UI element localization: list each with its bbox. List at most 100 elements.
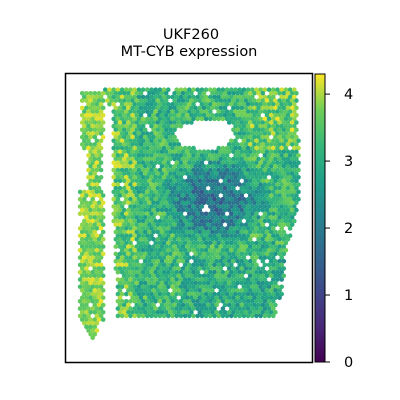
expression-spot <box>132 255 137 260</box>
expression-spot <box>283 211 289 217</box>
expression-spot <box>155 222 161 227</box>
expression-spot <box>155 193 161 198</box>
expression-spot <box>258 196 264 202</box>
expression-spot <box>147 193 152 198</box>
expression-spot <box>180 171 186 176</box>
expression-spot <box>193 222 198 227</box>
expression-spot <box>231 251 236 257</box>
expression-spot <box>212 94 217 100</box>
expression-spot <box>163 288 169 293</box>
expression-spot <box>254 299 259 304</box>
expression-spot <box>124 87 129 92</box>
expression-spot <box>178 87 184 92</box>
expression-spot <box>180 149 186 154</box>
expression-spot <box>128 175 133 180</box>
expression-spot <box>90 248 95 253</box>
expression-spot <box>111 160 116 165</box>
expression-spot <box>262 182 268 187</box>
expression-spot <box>241 248 247 253</box>
expression-spot <box>189 280 194 286</box>
expression-spot <box>220 233 226 238</box>
expression-spot <box>260 142 266 147</box>
expression-spot <box>88 244 93 249</box>
expression-spot <box>161 131 167 136</box>
expression-spot <box>214 266 219 271</box>
expression-spot <box>84 258 89 264</box>
expression-spot <box>258 109 264 114</box>
expression-spot <box>226 288 232 293</box>
expression-spot <box>275 87 280 92</box>
expression-spot <box>275 284 280 290</box>
expression-spot <box>88 288 93 293</box>
expression-spot <box>172 222 177 227</box>
expression-spot <box>151 258 156 264</box>
expression-spot <box>182 269 188 275</box>
expression-spot <box>134 142 140 147</box>
expression-spot <box>239 215 245 220</box>
expression-spot <box>189 200 194 206</box>
expression-spot <box>166 277 171 282</box>
expression-spot <box>275 182 280 187</box>
expression-spot <box>159 280 165 286</box>
expression-spot <box>233 189 238 195</box>
expression-spot <box>174 109 179 114</box>
expression-spot <box>273 164 278 169</box>
expression-spot <box>201 222 207 227</box>
expression-spot <box>96 156 102 162</box>
expression-spot <box>281 193 287 198</box>
expression-spot <box>84 98 89 103</box>
expression-spot <box>254 160 259 165</box>
expression-spot <box>86 277 91 282</box>
expression-spot <box>199 262 205 268</box>
expression-spot <box>235 310 240 315</box>
expression-spot <box>142 244 148 249</box>
expression-spot <box>147 207 152 213</box>
expression-spot <box>136 175 142 180</box>
expression-spot <box>229 233 234 238</box>
expression-spot <box>147 185 152 191</box>
expression-spot <box>117 134 123 140</box>
expression-spot <box>222 105 228 111</box>
expression-spot <box>233 211 238 217</box>
expression-spot <box>273 91 278 96</box>
expression-spot <box>124 116 129 122</box>
expression-spot <box>132 145 137 151</box>
expression-spot <box>140 109 146 114</box>
expression-spot <box>266 255 272 260</box>
expression-spot <box>113 207 119 213</box>
expression-spot <box>277 229 282 235</box>
expression-spot <box>111 109 116 114</box>
expression-spot <box>229 269 234 275</box>
expression-spot <box>119 138 125 144</box>
expression-spot <box>229 226 234 231</box>
expression-spot <box>256 280 261 286</box>
expression-spot <box>94 233 100 238</box>
expression-spot <box>159 295 165 301</box>
expression-spot <box>241 299 247 304</box>
expression-spot <box>96 295 102 301</box>
expression-spot <box>224 102 230 107</box>
expression-spot <box>294 178 299 184</box>
expression-spot <box>254 116 259 122</box>
expression-spot <box>281 134 287 140</box>
expression-spot <box>182 277 188 282</box>
spot-layer <box>77 87 301 341</box>
expression-spot <box>96 91 102 96</box>
expression-spot <box>224 167 230 173</box>
expression-spot <box>121 149 127 154</box>
expression-spot <box>100 193 106 198</box>
expression-spot <box>277 244 282 249</box>
expression-spot <box>113 149 119 154</box>
expression-spot <box>283 189 289 195</box>
expression-spot <box>268 273 274 279</box>
expression-spot <box>222 178 228 184</box>
expression-spot <box>161 277 167 282</box>
expression-spot <box>239 295 245 301</box>
expression-spot <box>136 248 142 253</box>
expression-spot <box>176 302 182 308</box>
expression-spot <box>145 255 150 260</box>
expression-spot <box>82 277 87 282</box>
expression-spot <box>155 105 161 111</box>
expression-spot <box>94 269 100 275</box>
expression-spot <box>245 262 251 268</box>
